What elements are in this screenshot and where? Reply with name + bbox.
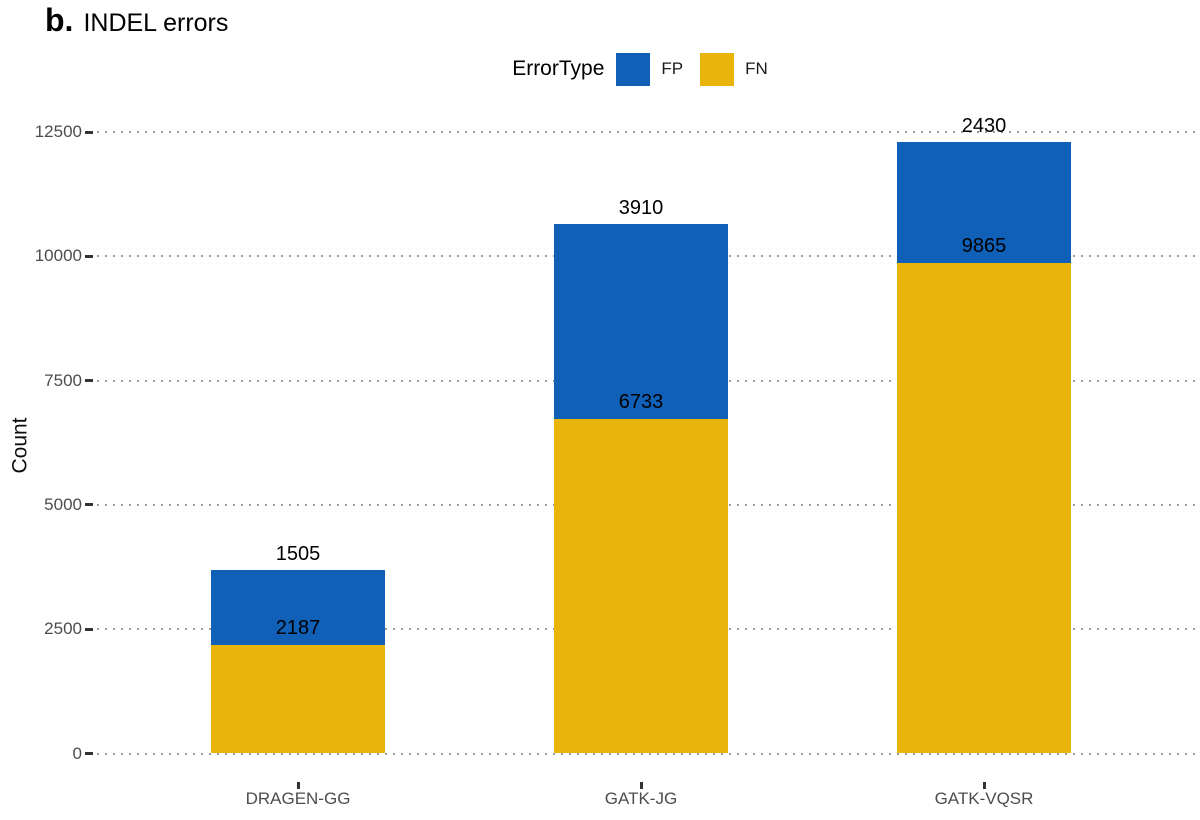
gridline-0: [97, 752, 1200, 755]
legend-label-fp: FP: [661, 59, 684, 78]
panel-letter: b.: [45, 2, 74, 38]
bar-GATK-VQSR-fn-segment: [897, 263, 1071, 754]
y-tick-mark: [85, 627, 93, 631]
fn-count-label: 9865: [961, 235, 1007, 257]
x-tick-mark: [982, 782, 986, 789]
y-tick-mark: [85, 503, 93, 507]
y-tick-label: 0: [72, 743, 82, 763]
fp-count-label: 3910: [618, 197, 664, 220]
bar-GATK-JG-fp-segment: [554, 224, 728, 419]
x-tick-mark: [296, 782, 300, 789]
y-tick-mark: [85, 752, 93, 755]
fp-count-label: 1505: [275, 542, 321, 565]
y-tick-mark: [85, 379, 93, 383]
chart-title: b. INDEL errors: [45, 2, 228, 39]
y-tick-label: 5000: [44, 494, 82, 514]
y-tick-label: 10000: [34, 246, 82, 266]
fn-count-label: 6733: [618, 390, 664, 413]
fp-count-label: 2430: [961, 115, 1007, 138]
x-tick-label-GATK-JG: GATK-JG: [604, 789, 678, 808]
x-tick-mark: [639, 782, 643, 789]
legend-swatch-fp: [616, 52, 651, 86]
bar-DRAGEN-GG-fp-segment: [211, 569, 385, 645]
y-tick-mark: [85, 130, 93, 134]
bar-DRAGEN-GG-fn-segment: [211, 644, 385, 754]
y-tick-mark: [85, 254, 93, 258]
bar-GATK-VQSR-fp-segment: [897, 142, 1071, 263]
legend-title: ErrorType: [512, 57, 605, 80]
legend-entries: FP FN: [616, 52, 784, 86]
legend-swatch-fn: [700, 52, 735, 86]
legend: ErrorType FP FN: [97, 50, 1200, 88]
legend-label-fn: FN: [745, 59, 768, 78]
gridline-12500: [97, 131, 1200, 133]
y-tick-label: 7500: [44, 370, 82, 390]
y-tick-label: 2500: [44, 619, 82, 639]
x-tick-label-GATK-VQSR: GATK-VQSR: [934, 789, 1034, 808]
fn-count-label: 2187: [275, 616, 321, 639]
bar-GATK-JG-fn-segment: [554, 418, 728, 754]
chart-title-text: INDEL errors: [83, 9, 229, 37]
y-axis-title: Count: [8, 417, 32, 474]
y-tick-label: 12500: [34, 122, 82, 141]
x-tick-label-DRAGEN-GG: DRAGEN-GG: [245, 789, 351, 808]
